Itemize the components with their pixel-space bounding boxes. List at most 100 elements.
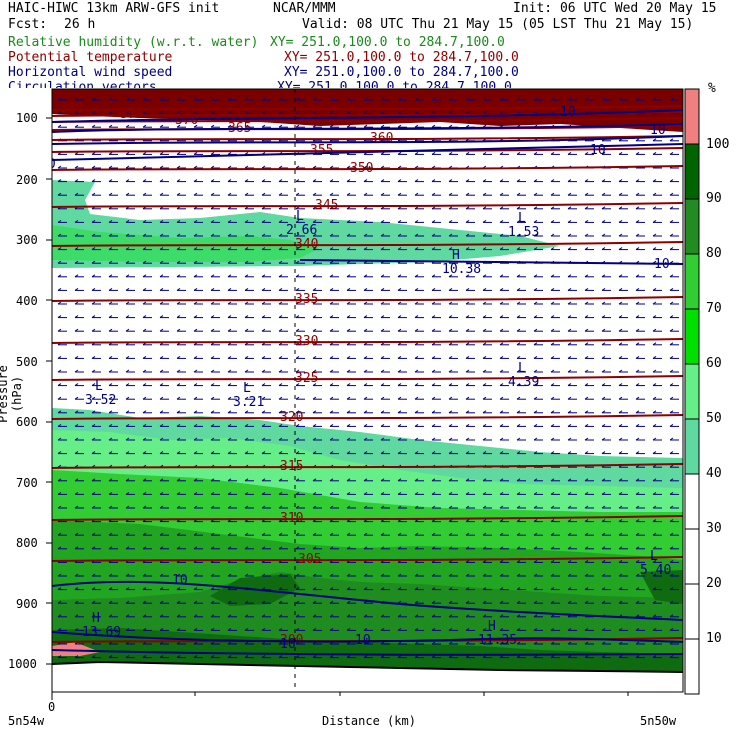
vector-arrow <box>533 97 543 101</box>
vector-arrow <box>125 587 135 591</box>
vector-arrow <box>516 641 526 645</box>
vector-arrow <box>312 219 322 223</box>
extrema-value: 10.38 <box>442 262 481 277</box>
vector-arrow <box>227 573 237 577</box>
vector-arrow <box>193 491 203 495</box>
vector-arrow <box>142 383 152 387</box>
vector-arrow <box>448 519 458 523</box>
vector-arrow <box>278 641 288 645</box>
vector-arrow <box>227 491 237 495</box>
vector-arrow <box>176 505 186 509</box>
vector-arrow <box>295 233 305 237</box>
vector-arrow <box>210 614 220 618</box>
vector-arrow <box>363 328 373 332</box>
vector-arrow <box>74 423 84 427</box>
vector-arrow <box>176 151 186 155</box>
vector-arrow <box>618 355 628 359</box>
rh-pink-patch <box>52 642 100 656</box>
vector-arrow <box>74 179 84 183</box>
vector-arrow <box>652 655 662 659</box>
vector-arrow <box>91 301 101 305</box>
vector-arrow <box>550 532 560 536</box>
vector-arrow <box>329 587 339 591</box>
vector-arrow <box>618 587 628 591</box>
vector-arrow <box>57 233 67 237</box>
colorbar-unit: % <box>708 81 716 96</box>
vector-arrow <box>295 600 305 604</box>
vector-arrow <box>176 573 186 577</box>
vector-arrow <box>125 627 135 631</box>
vector-arrow <box>295 546 305 550</box>
theta-contour-label: 345 <box>315 198 338 213</box>
vector-arrow <box>108 437 118 441</box>
vector-arrow <box>227 260 237 264</box>
vector-arrow <box>669 315 679 319</box>
vector-arrow <box>193 111 203 115</box>
vector-arrow <box>465 247 475 251</box>
vector-arrow <box>91 491 101 495</box>
vector-arrow <box>618 328 628 332</box>
vector-arrow <box>669 206 679 210</box>
vector-arrow <box>193 410 203 414</box>
vector-arrow <box>74 546 84 550</box>
vector-arrow <box>108 260 118 264</box>
wind-contour-line <box>52 143 683 161</box>
vector-arrow <box>346 179 356 183</box>
vector-arrow <box>567 383 577 387</box>
vector-arrow <box>465 423 475 427</box>
vector-arrow <box>176 369 186 373</box>
vector-arrow <box>91 219 101 223</box>
vector-arrow <box>499 505 509 509</box>
theta-contour-line <box>52 117 683 123</box>
vector-arrow <box>669 274 679 278</box>
vector-arrow <box>635 151 645 155</box>
vector-arrow <box>74 383 84 387</box>
vector-arrow <box>312 546 322 550</box>
vector-arrow <box>567 247 577 251</box>
vector-arrow <box>550 559 560 563</box>
vector-arrow <box>465 355 475 359</box>
vector-arrow <box>550 546 560 550</box>
vector-arrow <box>142 410 152 414</box>
vector-arrow <box>516 655 526 659</box>
vector-arrow <box>516 383 526 387</box>
vector-arrow <box>210 423 220 427</box>
vector-arrow <box>448 600 458 604</box>
vector-arrow <box>516 627 526 631</box>
vector-arrow <box>346 328 356 332</box>
vector-arrow <box>227 410 237 414</box>
vector-arrow <box>635 410 645 414</box>
x-tick-zero: 0 <box>48 700 56 714</box>
vector-arrow <box>57 614 67 618</box>
vector-arrow <box>618 451 628 455</box>
vector-arrow <box>227 192 237 196</box>
vector-arrow <box>278 655 288 659</box>
y-tick-900: 900 <box>16 597 38 611</box>
vector-arrow <box>601 287 611 291</box>
vector-arrow <box>329 328 339 332</box>
vector-arrow <box>380 342 390 346</box>
vector-arrow <box>261 627 271 631</box>
vector-arrow <box>295 505 305 509</box>
vector-arrow <box>193 478 203 482</box>
vector-arrow <box>74 111 84 115</box>
vector-arrow <box>91 437 101 441</box>
vector-arrow <box>227 97 237 101</box>
vector-arrow <box>601 559 611 563</box>
vector-arrow <box>482 532 492 536</box>
vector-arrow <box>278 532 288 536</box>
vector-arrow <box>346 410 356 414</box>
vector-arrow <box>295 383 305 387</box>
vector-arrow <box>312 328 322 332</box>
vector-arrow <box>516 396 526 400</box>
vector-arrow <box>278 491 288 495</box>
vector-arrow <box>210 247 220 251</box>
vector-arrow <box>346 342 356 346</box>
vector-arrow <box>397 587 407 591</box>
vector-arrow <box>601 519 611 523</box>
vector-arrow <box>125 451 135 455</box>
vector-arrow <box>363 355 373 359</box>
vector-arrow <box>380 247 390 251</box>
vector-arrow <box>516 559 526 563</box>
vector-arrow <box>567 437 577 441</box>
